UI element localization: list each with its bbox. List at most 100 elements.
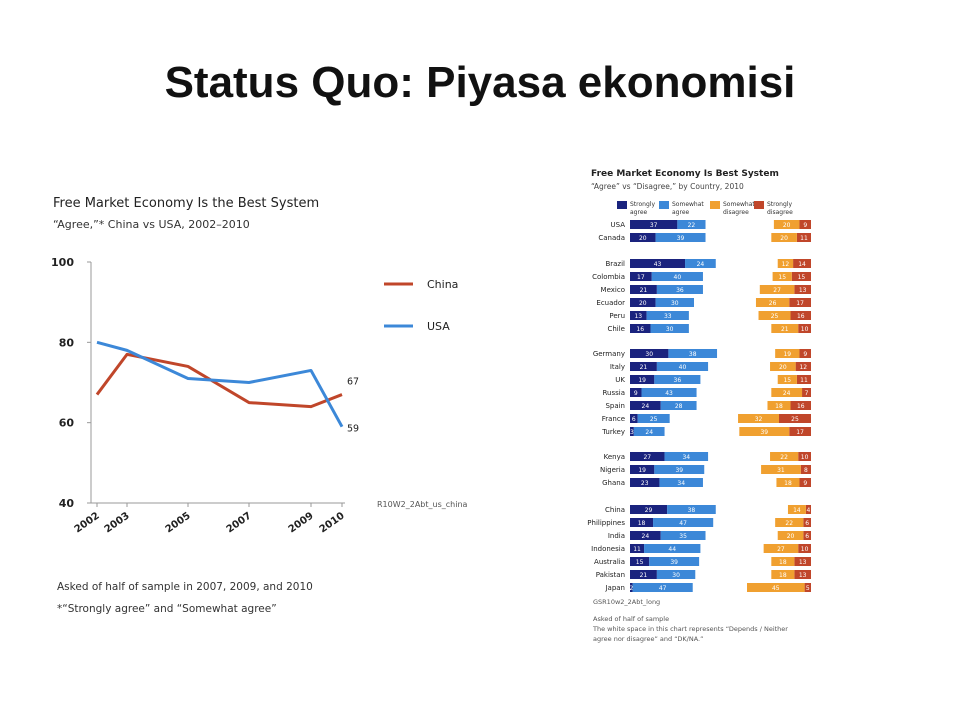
bar-strongly-disagree [794, 285, 811, 294]
value-label: 22 [688, 222, 696, 229]
value-label: 24 [645, 429, 653, 436]
value-label: 21 [640, 287, 648, 294]
bar-legend-label: agree [672, 209, 690, 216]
legend-label-usa: USA [427, 320, 450, 333]
value-label: 33 [664, 313, 672, 320]
bar-legend-label: Strongly [630, 201, 655, 208]
bar-strongly-agree [630, 298, 656, 307]
value-label: 9 [803, 480, 807, 487]
bar-chart: StronglyagreeSomewhatagreeSomewhatdisagr… [587, 201, 811, 592]
bar-strongly-agree [630, 414, 638, 423]
bar-somewhat-agree [677, 220, 706, 229]
end-label-usa: 59 [347, 424, 359, 435]
bar-strongly-disagree [789, 298, 811, 307]
value-label: 10 [801, 454, 809, 461]
bar-strongly-disagree [796, 375, 811, 384]
value-label: 22 [785, 520, 793, 527]
value-label: 25 [650, 416, 658, 423]
bar-strongly-disagree [791, 272, 811, 281]
bar-somewhat-agree [649, 557, 700, 566]
value-label: 27 [643, 454, 651, 461]
value-label: 30 [672, 572, 680, 579]
value-label: 13 [799, 572, 807, 579]
value-label: 2 [629, 585, 633, 592]
value-label: 44 [668, 546, 676, 553]
bar-somewhat-disagree [771, 388, 803, 397]
value-label: 36 [676, 287, 684, 294]
bar-strongly-disagree [798, 452, 811, 461]
value-label: 14 [798, 261, 806, 268]
bar-strongly-disagree [800, 465, 811, 474]
value-label: 34 [677, 480, 685, 487]
country-label: China [605, 506, 625, 514]
bar-legend-swatch [710, 201, 720, 209]
value-label: 17 [796, 300, 804, 307]
bar-somewhat-disagree [770, 452, 799, 461]
bar-somewhat-agree [632, 583, 693, 592]
bar-somewhat-agree [660, 401, 697, 410]
bar-somewhat-agree [659, 478, 703, 487]
value-label: 11 [800, 377, 808, 384]
y-tick-label: 80 [59, 336, 75, 349]
bar-legend-swatch [754, 201, 764, 209]
bar-strongly-agree [630, 518, 654, 527]
value-label: 24 [783, 390, 791, 397]
x-tick-label: 2003 [103, 510, 132, 535]
bar-strongly-disagree [793, 259, 811, 268]
value-label: 24 [642, 533, 650, 540]
value-label: 9 [803, 351, 807, 358]
value-label: 12 [782, 261, 790, 268]
value-label: 6 [805, 520, 809, 527]
bar-strongly-agree [630, 505, 668, 514]
bar-somewhat-disagree [771, 570, 795, 579]
value-label: 21 [640, 572, 648, 579]
value-label: 34 [682, 454, 690, 461]
value-label: 9 [803, 222, 807, 229]
bar-strongly-disagree [802, 388, 811, 397]
bar-somewhat-disagree [761, 465, 801, 474]
value-label: 20 [779, 364, 787, 371]
bar-strongly-agree [630, 349, 669, 358]
y-tick-label: 40 [59, 497, 75, 510]
bar-somewhat-disagree [759, 285, 795, 294]
bar-strongly-agree [630, 465, 655, 474]
value-label: 26 [769, 300, 777, 307]
line-chart-note-2: *“Strongly agree” and “Somewhat agree” [57, 603, 277, 615]
bar-legend-label: agree [630, 209, 648, 216]
value-label: 18 [775, 403, 783, 410]
country-label: Colombia [592, 273, 625, 281]
value-label: 37 [650, 222, 658, 229]
value-label: 19 [783, 351, 791, 358]
value-label: 27 [773, 287, 781, 294]
bar-strongly-disagree [789, 427, 811, 436]
bar-strongly-disagree [799, 478, 811, 487]
line-chart-note-1: Asked of half of sample in 2007, 2009, a… [57, 581, 313, 593]
value-label: 20 [639, 235, 647, 242]
bar-somewhat-agree [664, 452, 709, 461]
bar-somewhat-disagree [775, 349, 800, 358]
value-label: 38 [689, 351, 697, 358]
value-label: 15 [798, 274, 806, 281]
value-label: 39 [670, 559, 678, 566]
country-label: Ecuador [596, 299, 625, 307]
value-label: 15 [778, 274, 786, 281]
bar-somewhat-agree [651, 272, 703, 281]
bar-chart-subtitle: “Agree” vs “Disagree,” by Country, 2010 [591, 182, 744, 191]
bar-strongly-disagree [799, 220, 811, 229]
value-label: 23 [641, 480, 649, 487]
bar-strongly-agree [630, 311, 647, 320]
value-label: 32 [755, 416, 763, 423]
bar-strongly-agree [630, 531, 661, 540]
value-label: 18 [779, 572, 787, 579]
y-tick-label: 60 [59, 417, 75, 430]
slide-title: Status Quo: Piyasa ekonomisi [164, 58, 796, 107]
country-label: Australia [594, 558, 625, 566]
line-chart-source: R10W2_2Abt_us_china [377, 500, 468, 509]
value-label: 30 [666, 326, 674, 333]
bar-somewhat-agree [685, 259, 716, 268]
bar-strongly-disagree [799, 349, 811, 358]
bar-somewhat-agree [667, 505, 716, 514]
bar-chart-note-3: agree nor disagree” and “DK/NA.” [593, 635, 703, 643]
bar-somewhat-disagree [747, 583, 805, 592]
value-label: 8 [804, 467, 808, 474]
